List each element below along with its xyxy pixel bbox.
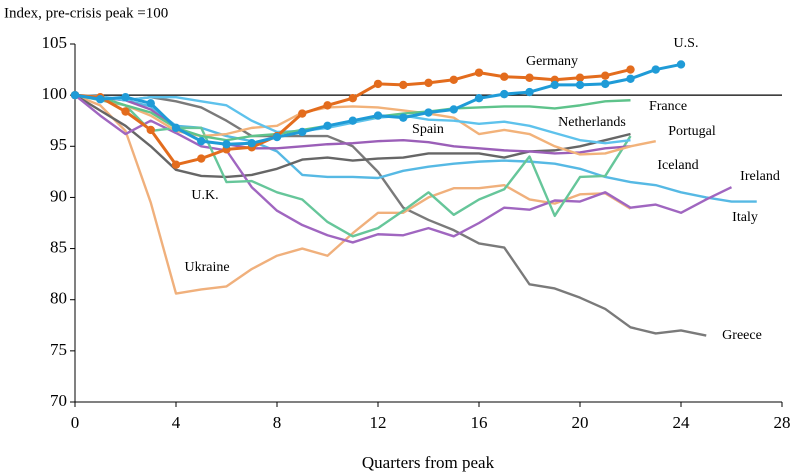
- series-marker: [500, 72, 509, 81]
- series-marker: [373, 79, 383, 89]
- series-marker: [474, 68, 484, 77]
- series-marker: [272, 132, 282, 142]
- series-marker: [298, 127, 307, 137]
- series-label: U.S.: [674, 36, 699, 51]
- series-label: Greece: [722, 328, 762, 343]
- series-label: France: [649, 99, 687, 114]
- series-line: [74, 93, 656, 156]
- series-marker: [197, 154, 206, 163]
- series-marker: [676, 60, 686, 69]
- series-label: Italy: [732, 210, 758, 225]
- series-marker: [525, 73, 534, 82]
- series-marker: [601, 71, 610, 80]
- x-tick-label: 12: [370, 413, 387, 432]
- x-tick-label: 4: [172, 413, 181, 432]
- series-marker: [399, 113, 408, 122]
- series-marker: [222, 140, 231, 149]
- series-marker: [575, 73, 585, 82]
- x-tick-label: 16: [471, 413, 488, 432]
- x-tick-label: 8: [273, 413, 282, 432]
- y-tick-label: 75: [50, 340, 67, 359]
- chart-title: Index, pre-crisis peak =100: [4, 5, 168, 21]
- series-label: Netherlands: [558, 115, 626, 130]
- series-marker: [626, 65, 635, 74]
- series-marker: [424, 108, 433, 117]
- series-line: [74, 93, 632, 238]
- series-marker: [449, 75, 458, 85]
- series-line: [74, 93, 707, 337]
- x-tick-label: 0: [71, 413, 80, 432]
- series-marker: [525, 87, 534, 97]
- series-marker: [171, 123, 181, 133]
- series-label: Iceland: [657, 158, 698, 173]
- series-label: Portugal: [668, 124, 716, 139]
- series-marker: [323, 101, 332, 110]
- series-marker: [373, 111, 383, 120]
- series-marker: [550, 80, 559, 90]
- x-tick-label: 28: [774, 413, 791, 432]
- series-marker: [121, 107, 130, 116]
- series-marker: [96, 95, 105, 104]
- x-axis-label: Quarters from peak: [362, 453, 495, 472]
- series-marker: [626, 74, 635, 83]
- series-marker: [247, 139, 256, 148]
- series-marker: [146, 99, 155, 108]
- series-marker: [197, 136, 206, 146]
- y-tick-label: 105: [42, 33, 68, 52]
- series-marker: [146, 125, 155, 135]
- series-label: Ukraine: [184, 260, 229, 275]
- series-label: U.K.: [191, 188, 218, 203]
- series-marker: [424, 78, 433, 88]
- series-marker: [298, 109, 307, 118]
- y-tick-label: 90: [50, 186, 67, 205]
- series-marker: [399, 80, 408, 90]
- series-label: Germany: [526, 54, 578, 69]
- series-marker: [601, 79, 610, 89]
- series-line: [74, 94, 733, 244]
- y-tick-label: 95: [50, 135, 67, 154]
- series-marker: [348, 94, 357, 103]
- series-marker: [323, 121, 332, 131]
- series-marker: [474, 94, 484, 103]
- series-label: Spain: [412, 122, 444, 137]
- series-marker: [575, 80, 585, 90]
- x-tick-label: 20: [572, 413, 589, 432]
- x-tick-label: 24: [673, 413, 691, 432]
- series-marker: [500, 89, 509, 99]
- series-marker: [651, 65, 660, 74]
- series-marker: [70, 90, 80, 100]
- y-tick-label: 80: [50, 289, 67, 308]
- series-marker: [449, 105, 458, 114]
- series-marker: [121, 92, 130, 102]
- y-tick-label: 100: [42, 84, 68, 103]
- series-label: Ireland: [740, 169, 780, 184]
- series-marker: [348, 116, 357, 125]
- series-line: [74, 94, 632, 295]
- y-tick-label: 70: [50, 391, 67, 410]
- series-marker: [171, 160, 181, 169]
- y-tick-label: 85: [50, 237, 67, 256]
